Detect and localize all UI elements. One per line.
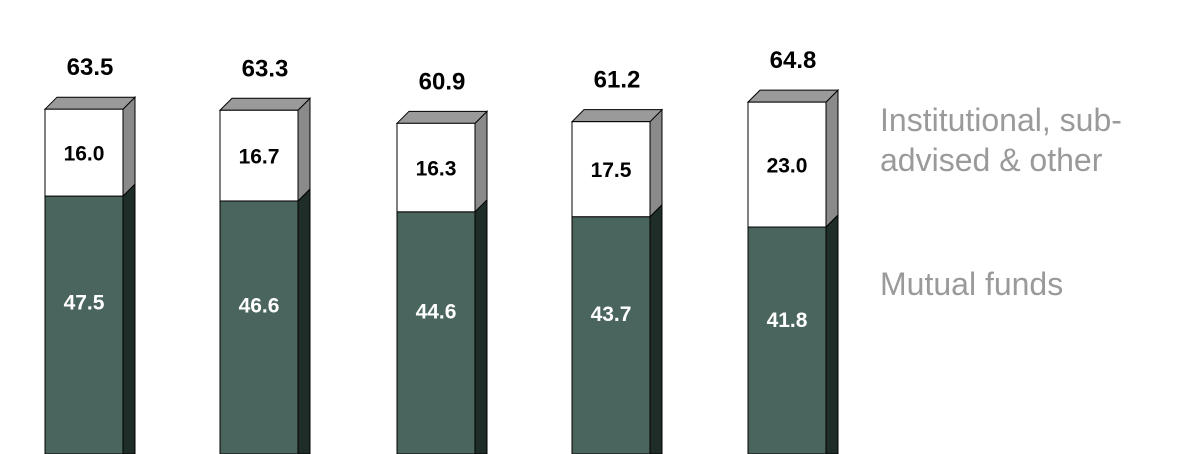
- bar-institutional-side-0: [122, 95, 136, 198]
- bar-top-face-4: [746, 89, 840, 103]
- institutional-value-label-2: 16.3: [416, 158, 457, 181]
- mutual-funds-value-label-4: 41.8: [767, 309, 808, 332]
- bar-top-face-0: [43, 96, 137, 110]
- bar-institutional-side-2: [474, 110, 488, 214]
- institutional-value-label-3: 17.5: [591, 159, 632, 182]
- total-value-label-1: 63.3: [242, 55, 289, 82]
- bar-top-face-2: [395, 110, 489, 124]
- bar-mutual-side-4: [825, 213, 839, 454]
- institutional-value-label-1: 16.7: [239, 146, 280, 169]
- bar-top-face-3: [570, 109, 664, 123]
- bar-mutual-side-3: [649, 203, 663, 454]
- bar-institutional-side-4: [825, 88, 839, 229]
- bar-institutional-2: [396, 122, 476, 213]
- mutual-funds-value-label-2: 44.6: [416, 300, 457, 323]
- mutual-funds-value-label-1: 46.6: [239, 294, 280, 317]
- bar-institutional-side-3: [649, 108, 663, 218]
- mutual-funds-value-label-0: 47.5: [64, 292, 105, 315]
- bar-mutual-funds-3: [571, 216, 651, 454]
- bar-mutual-funds-0: [44, 195, 124, 454]
- bar-mutual-funds-4: [747, 226, 827, 454]
- bar-institutional-0: [44, 108, 124, 197]
- total-value-label-4: 64.8: [770, 47, 817, 74]
- bar-mutual-funds-1: [219, 200, 299, 454]
- bar-mutual-side-1: [297, 187, 311, 454]
- total-value-label-3: 61.2: [594, 67, 641, 94]
- legend-institutional: Institutional, sub-advised & other: [880, 102, 1122, 178]
- bar-institutional-side-1: [297, 97, 311, 203]
- bar-institutional-3: [571, 121, 651, 218]
- bar-mutual-funds-2: [396, 211, 476, 454]
- legend-mutual-funds: Mutual funds: [880, 266, 1064, 302]
- institutional-value-label-4: 23.0: [767, 155, 808, 178]
- mutual-funds-value-label-3: 43.7: [591, 303, 632, 326]
- bar-top-face-1: [218, 97, 312, 111]
- total-value-label-0: 63.5: [67, 54, 114, 81]
- total-value-label-2: 60.9: [419, 68, 466, 95]
- bar-institutional-4: [747, 101, 827, 228]
- bar-mutual-side-0: [122, 182, 136, 454]
- bar-mutual-side-2: [474, 198, 488, 454]
- bar-institutional-1: [219, 109, 299, 202]
- institutional-value-label-0: 16.0: [64, 143, 105, 166]
